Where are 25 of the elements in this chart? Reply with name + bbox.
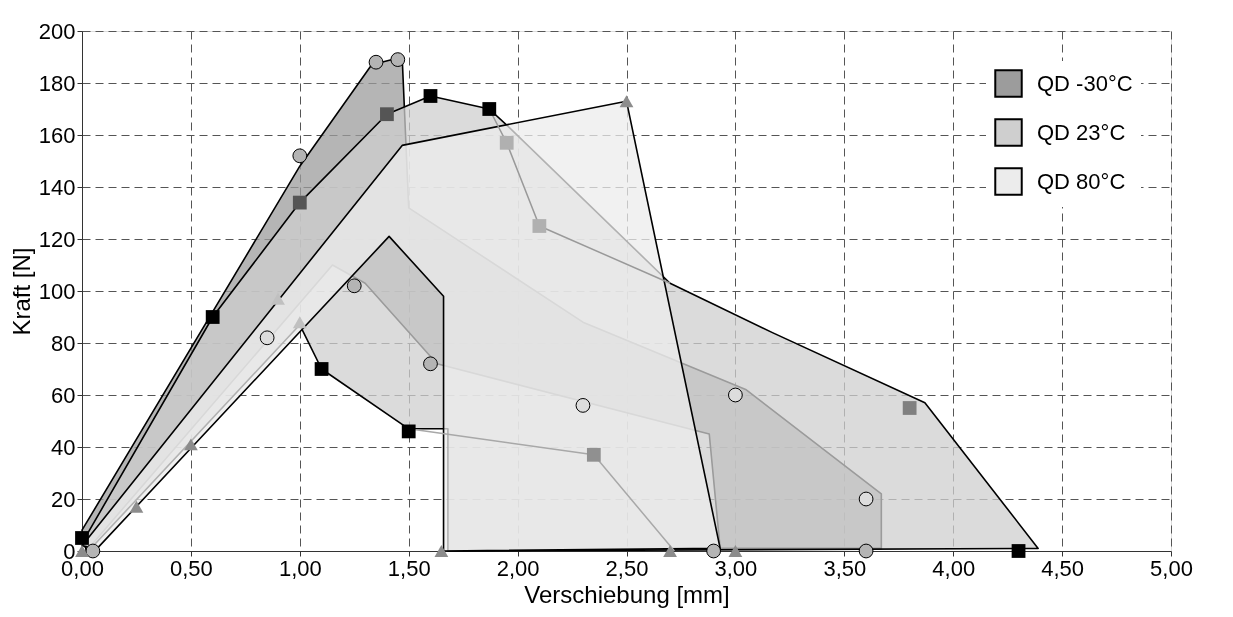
x-tick-label: 4,00 xyxy=(932,555,976,581)
y-tick-label: 160 xyxy=(38,122,76,148)
x-tick-label: 1,00 xyxy=(278,555,322,581)
y-tick-label: 200 xyxy=(38,18,76,44)
legend-label: QD -30°C xyxy=(1037,70,1133,96)
x-axis-title: Verschiebung [mm] xyxy=(524,580,730,608)
x-tick-label: 5,00 xyxy=(1150,555,1193,581)
x-tick-label: 3,50 xyxy=(823,555,867,581)
legend-label: QD 23°C xyxy=(1037,119,1126,145)
legend-label: QD 80°C xyxy=(1037,168,1126,194)
x-tick-label: 2,00 xyxy=(496,555,540,581)
y-axis-title: Kraft [N] xyxy=(7,247,35,336)
x-tick-label: 0,50 xyxy=(169,555,213,581)
x-tick-label: 1,50 xyxy=(387,555,431,581)
x-tick-label: 2,50 xyxy=(605,555,649,581)
y-tick-label: 60 xyxy=(51,382,76,408)
y-tick-label: 120 xyxy=(38,226,76,252)
y-tick-label: 100 xyxy=(38,278,76,304)
x-tick-label: 3,00 xyxy=(714,555,758,581)
x-tick-label: 4,50 xyxy=(1041,555,1085,581)
y-tick-label: 40 xyxy=(51,434,76,460)
y-tick-label: 180 xyxy=(38,70,76,96)
y-tick-label: 140 xyxy=(38,174,76,200)
y-tick-label: 80 xyxy=(51,330,76,356)
y-tick-label: 20 xyxy=(51,486,76,512)
